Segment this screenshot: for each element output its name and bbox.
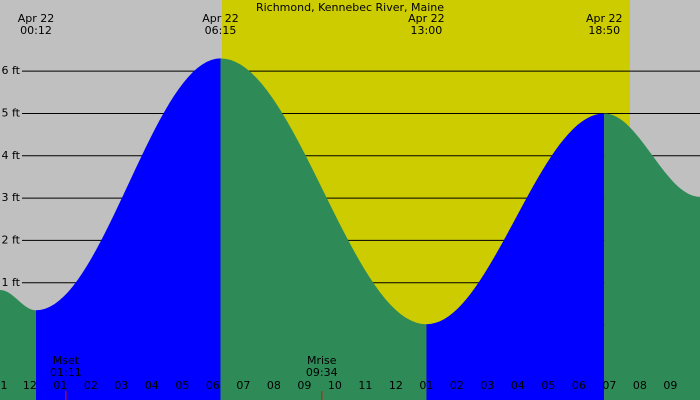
x-tick-label: 05 [175,379,189,392]
x-tick-label: 09 [663,379,677,392]
x-tick-label: 02 [84,379,98,392]
moon-event-label: Mrise [307,354,337,367]
x-tick-label: 07 [236,379,250,392]
x-tick-label: 01 [53,379,67,392]
y-tick-label: 5 ft [2,106,21,119]
extreme-date: Apr 22 [408,12,445,25]
x-tick-label: 03 [480,379,494,392]
y-tick-label: 3 ft [2,191,21,204]
moon-event-label: Mset [53,354,80,367]
rising-tide [426,113,605,400]
extreme-time: 00:12 [20,24,52,37]
y-tick-label: 1 ft [2,276,21,289]
extreme-time: 18:50 [588,24,620,37]
x-tick-label: 07 [602,379,616,392]
moon-event-time: 01:11 [50,366,82,379]
x-tick-label: 11 [358,379,372,392]
extreme-time: 13:00 [411,24,443,37]
y-tick-label: 2 ft [2,233,21,246]
x-tick-label: 09 [297,379,311,392]
y-tick-label: 4 ft [2,149,21,162]
moon-event-time: 09:34 [306,366,338,379]
falling-tide [220,58,427,400]
x-tick-label: 02 [450,379,464,392]
x-tick-label: 12 [389,379,403,392]
x-tick-label: 05 [541,379,555,392]
chart-title: Richmond, Kennebec River, Maine [256,1,444,14]
x-tick-label: 06 [572,379,586,392]
falling-tide [604,113,700,400]
rising-tide [35,58,221,400]
extreme-date: Apr 22 [202,12,239,25]
x-tick-label: 06 [206,379,220,392]
x-tick-label: 12 [23,379,37,392]
x-tick-label: 03 [114,379,128,392]
extreme-time: 06:15 [205,24,237,37]
x-tick-label: 04 [145,379,159,392]
y-tick-label: 6 ft [2,64,21,77]
x-tick-label: 08 [267,379,281,392]
extreme-date: Apr 22 [586,12,623,25]
x-tick-label: 01 [419,379,433,392]
x-tick-label: 04 [511,379,525,392]
x-tick-label: 1 [1,379,8,392]
extreme-date: Apr 22 [18,12,55,25]
x-tick-label: 08 [633,379,647,392]
falling-tide [0,289,36,400]
x-tick-label: 10 [328,379,342,392]
